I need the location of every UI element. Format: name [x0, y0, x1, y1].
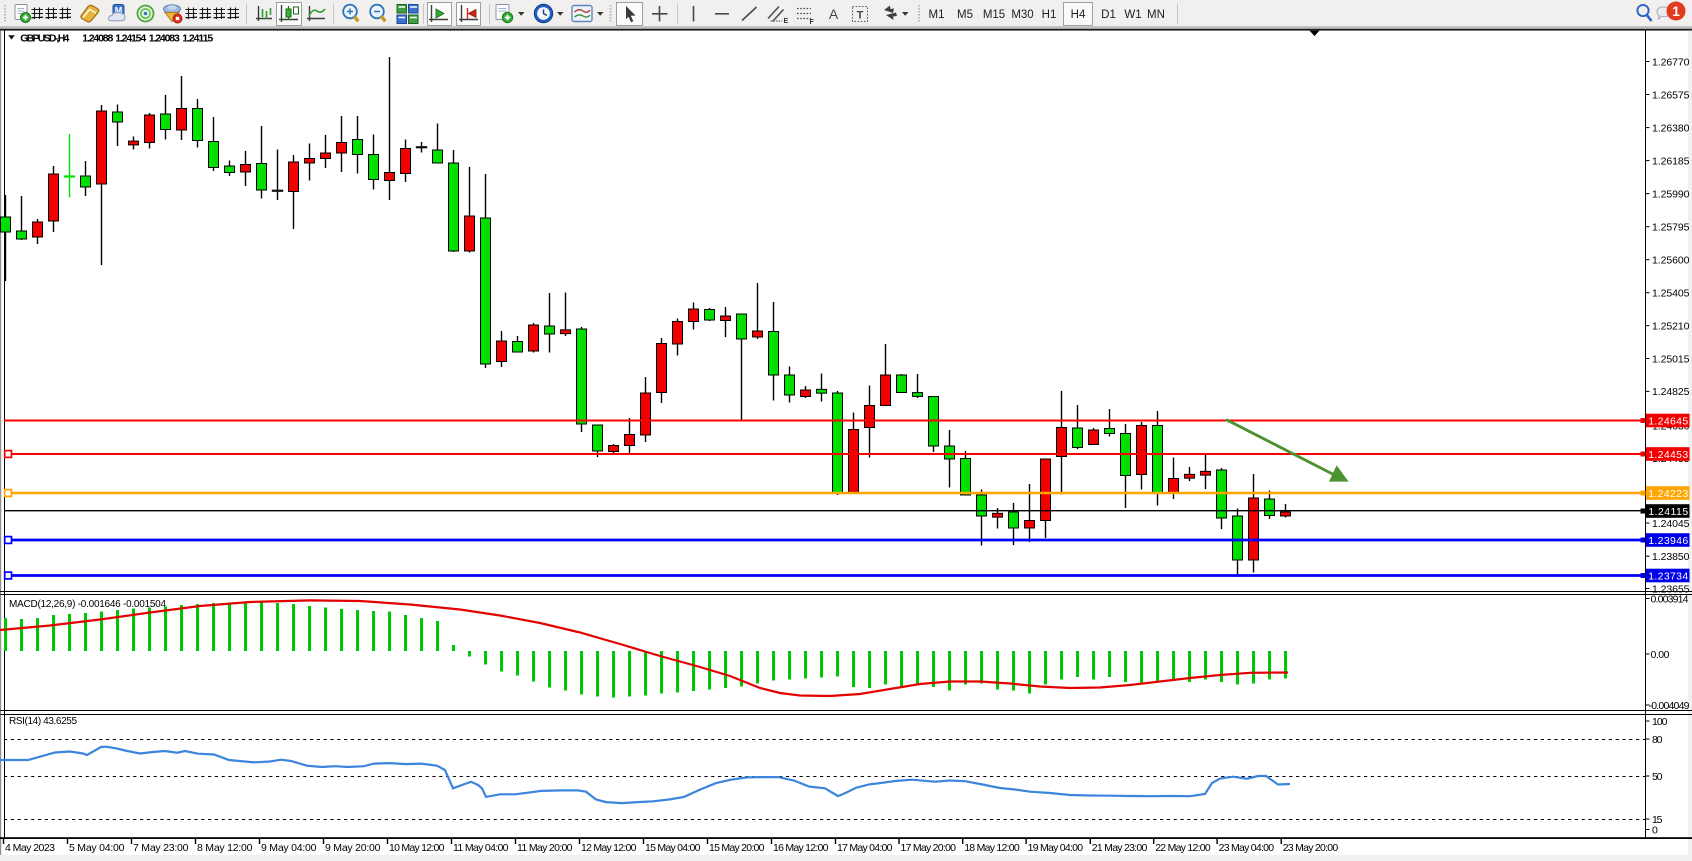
svg-text:1.25015: 1.25015 — [1652, 353, 1690, 365]
svg-text:23 May 20:00: 23 May 20:00 — [1283, 842, 1339, 854]
svg-text:12 May 12:00: 12 May 12:00 — [581, 842, 637, 854]
svg-text:T: T — [857, 10, 864, 22]
svg-text:17 May 04:00: 17 May 04:00 — [837, 842, 893, 854]
svg-text:M5: M5 — [957, 9, 973, 21]
svg-text:7 May 23:00: 7 May 23:00 — [133, 842, 189, 854]
svg-text:9 May 20:00: 9 May 20:00 — [325, 842, 381, 854]
svg-text:23 May 04:00: 23 May 04:00 — [1219, 842, 1275, 854]
svg-text:15 May 04:00: 15 May 04:00 — [645, 842, 701, 854]
svg-text:5 May 04:00: 5 May 04:00 — [69, 842, 125, 854]
svg-text:MACD(12,26,9) -0.001646 -0.001: MACD(12,26,9) -0.001646 -0.001504 — [9, 599, 166, 610]
svg-text:1.25210: 1.25210 — [1652, 321, 1690, 333]
svg-text:15 May 20:00: 15 May 20:00 — [709, 842, 765, 854]
svg-text:GBPUSD-,H4: GBPUSD-,H4 — [20, 32, 69, 44]
svg-text:1.26575: 1.26575 — [1652, 89, 1690, 101]
svg-text:8 May 12:00: 8 May 12:00 — [197, 842, 253, 854]
svg-text:1.24223: 1.24223 — [1648, 488, 1688, 500]
svg-text:80: 80 — [1652, 734, 1663, 746]
svg-text:1.25795: 1.25795 — [1652, 222, 1690, 234]
svg-text:1.26770: 1.26770 — [1652, 56, 1690, 68]
svg-text:16 May 12:00: 16 May 12:00 — [773, 842, 829, 854]
svg-text:0: 0 — [1652, 824, 1658, 836]
svg-text:1.25600: 1.25600 — [1652, 255, 1690, 267]
svg-text:17 May 20:00: 17 May 20:00 — [901, 842, 957, 854]
svg-text:E: E — [784, 18, 789, 25]
svg-text:0.003914: 0.003914 — [1651, 593, 1689, 605]
svg-text:1.23734: 1.23734 — [1648, 570, 1688, 582]
svg-text:D1: D1 — [1101, 9, 1116, 21]
svg-text:9 May 04:00: 9 May 04:00 — [261, 842, 317, 854]
svg-text:A: A — [829, 6, 839, 22]
svg-text:1.24088: 1.24088 — [82, 32, 113, 44]
svg-text:1.24115: 1.24115 — [182, 32, 213, 44]
svg-text:1.26185: 1.26185 — [1652, 155, 1690, 167]
svg-text:50: 50 — [1652, 771, 1663, 783]
svg-text:1.26380: 1.26380 — [1652, 122, 1690, 134]
svg-text:18 May 12:00: 18 May 12:00 — [964, 842, 1020, 854]
svg-text:1.23850: 1.23850 — [1652, 551, 1690, 563]
svg-text:M15: M15 — [983, 9, 1005, 21]
svg-text:10 May 12:00: 10 May 12:00 — [389, 842, 445, 854]
svg-text:1: 1 — [1672, 3, 1680, 19]
svg-text:100: 100 — [1652, 716, 1668, 728]
svg-text:M: M — [115, 6, 123, 16]
svg-text:21 May 23:00: 21 May 23:00 — [1092, 842, 1148, 854]
svg-text:F: F — [810, 19, 815, 26]
svg-text:22 May 12:00: 22 May 12:00 — [1155, 842, 1211, 854]
svg-text:1.24645: 1.24645 — [1648, 415, 1688, 427]
svg-text:1.24083: 1.24083 — [149, 32, 180, 44]
svg-text:W1: W1 — [1124, 9, 1141, 21]
svg-text:4 May 2023: 4 May 2023 — [5, 842, 55, 854]
svg-text:-0.004049: -0.004049 — [1649, 700, 1690, 712]
svg-text:1.24453: 1.24453 — [1648, 449, 1688, 461]
svg-text:1.23655: 1.23655 — [1652, 583, 1690, 595]
svg-text:19 May 04:00: 19 May 04:00 — [1028, 842, 1084, 854]
svg-text:1.24115: 1.24115 — [1648, 506, 1688, 518]
svg-text:M30: M30 — [1011, 9, 1033, 21]
svg-text:1.25990: 1.25990 — [1652, 188, 1690, 200]
svg-text:1.24045: 1.24045 — [1652, 518, 1690, 530]
svg-text:15: 15 — [1652, 814, 1663, 826]
svg-text:1.24825: 1.24825 — [1652, 386, 1690, 398]
svg-text:MN: MN — [1147, 9, 1165, 21]
svg-text:M1: M1 — [929, 9, 945, 21]
svg-text:1.23946: 1.23946 — [1648, 535, 1688, 547]
svg-text:1.25405: 1.25405 — [1652, 288, 1690, 300]
svg-text:11 May 20:00: 11 May 20:00 — [517, 842, 573, 854]
svg-text:0.00: 0.00 — [1651, 649, 1670, 661]
svg-text:H4: H4 — [1071, 9, 1086, 21]
svg-text:RSI(14) 43.6255: RSI(14) 43.6255 — [9, 716, 77, 727]
svg-text:11 May 04:00: 11 May 04:00 — [453, 842, 509, 854]
svg-text:1.24154: 1.24154 — [115, 32, 146, 44]
svg-text:H1: H1 — [1042, 9, 1057, 21]
